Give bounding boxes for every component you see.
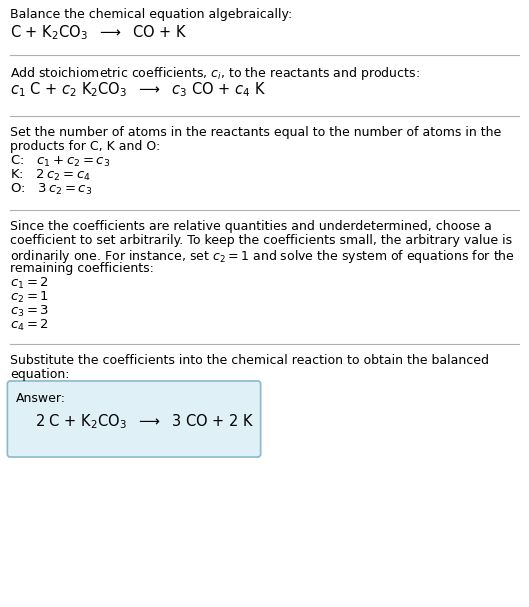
Text: K:   $2\,c_2 = c_4$: K: $2\,c_2 = c_4$ [10, 168, 91, 183]
Text: $c_3 = 3$: $c_3 = 3$ [10, 304, 49, 319]
Text: equation:: equation: [10, 368, 69, 381]
Text: C:   $c_1 + c_2 = c_3$: C: $c_1 + c_2 = c_3$ [10, 154, 111, 169]
Text: Answer:: Answer: [16, 392, 66, 405]
Text: Add stoichiometric coefficients, $c_i$, to the reactants and products:: Add stoichiometric coefficients, $c_i$, … [10, 65, 420, 82]
Text: Substitute the coefficients into the chemical reaction to obtain the balanced: Substitute the coefficients into the che… [10, 354, 489, 367]
Text: $c_2 = 1$: $c_2 = 1$ [10, 290, 49, 305]
Text: C + K$_2$CO$_3$  $\longrightarrow$  CO + K: C + K$_2$CO$_3$ $\longrightarrow$ CO + K [10, 23, 188, 42]
Text: remaining coefficients:: remaining coefficients: [10, 262, 154, 275]
FancyBboxPatch shape [7, 381, 261, 457]
Text: O:   $3\,c_2 = c_3$: O: $3\,c_2 = c_3$ [10, 182, 93, 197]
Text: $c_1 = 2$: $c_1 = 2$ [10, 276, 49, 291]
Text: coefficient to set arbitrarily. To keep the coefficients small, the arbitrary va: coefficient to set arbitrarily. To keep … [10, 234, 512, 247]
Text: Balance the chemical equation algebraically:: Balance the chemical equation algebraica… [10, 8, 292, 21]
Text: $c_1$ C + $c_2$ K$_2$CO$_3$  $\longrightarrow$  $c_3$ CO + $c_4$ K: $c_1$ C + $c_2$ K$_2$CO$_3$ $\longrighta… [10, 80, 266, 99]
Text: ordinarily one. For instance, set $c_2 = 1$ and solve the system of equations fo: ordinarily one. For instance, set $c_2 =… [10, 248, 515, 265]
Text: Set the number of atoms in the reactants equal to the number of atoms in the: Set the number of atoms in the reactants… [10, 126, 501, 139]
Text: $c_4 = 2$: $c_4 = 2$ [10, 318, 49, 333]
Text: 2 C + K$_2$CO$_3$  $\longrightarrow$  3 CO + 2 K: 2 C + K$_2$CO$_3$ $\longrightarrow$ 3 CO… [35, 412, 254, 431]
Text: Since the coefficients are relative quantities and underdetermined, choose a: Since the coefficients are relative quan… [10, 220, 492, 233]
Text: products for C, K and O:: products for C, K and O: [10, 140, 160, 153]
